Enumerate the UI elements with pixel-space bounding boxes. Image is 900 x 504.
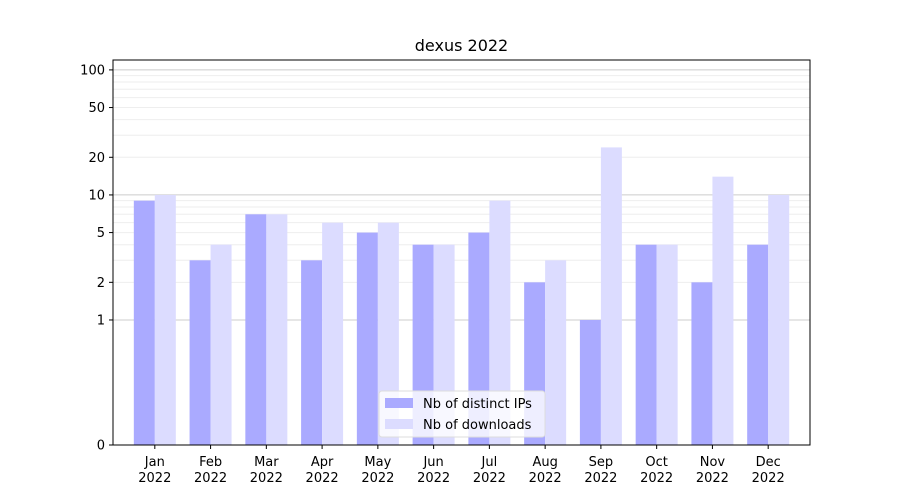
x-tick-label: Feb 2022: [194, 455, 227, 486]
bar-downloads: [377, 222, 399, 445]
bar-ips: [635, 244, 657, 445]
y-tick-label: 20: [88, 151, 105, 166]
bar-ips: [133, 200, 155, 445]
x-tick-label: Oct 2022: [640, 455, 673, 486]
legend-label: Nb of downloads: [423, 418, 532, 433]
grid-lines: [113, 69, 810, 321]
legend-label: Nb of distinct IPs: [423, 397, 532, 412]
bar-downloads: [154, 194, 176, 445]
bar-downloads: [489, 200, 511, 445]
x-tick-label: Jul 2022: [473, 455, 506, 486]
x-tick-label: Jun 2022: [417, 455, 450, 486]
bar-ips: [189, 260, 211, 445]
bar-ips: [245, 214, 267, 445]
y-tick-label: 100: [80, 63, 105, 78]
bar-downloads: [545, 260, 567, 445]
legend-box: [378, 390, 546, 438]
y-tick-label: 1: [97, 313, 105, 328]
plot-frame: [112, 59, 811, 446]
x-tick-label: May 2022: [361, 455, 394, 486]
x-axis: Jan 2022 Feb 2022 Mar 2022 Apr 2022 May 2022 Jun 20…: [138, 445, 785, 486]
legend: Nb of distinct IPs Nb of downloads: [378, 390, 546, 438]
legend-swatch: [385, 419, 413, 429]
bar-downloads: [210, 244, 232, 445]
y-axis: 0 1 2 5 10 20 50 100: [80, 63, 113, 454]
x-tick-label: Mar 2022: [250, 455, 283, 486]
y-tick-label: 50: [88, 101, 105, 116]
bar-downloads: [656, 244, 678, 445]
x-tick-label: Jan 2022: [138, 455, 171, 486]
y-tick-label: 0: [97, 439, 105, 454]
x-tick-label: Apr 2022: [306, 455, 339, 486]
bar-downloads: [712, 176, 734, 445]
y-tick-label: 5: [97, 226, 105, 241]
bar-downloads: [322, 222, 344, 445]
chart-title: dexus 2022: [415, 36, 508, 55]
x-tick-label: Nov 2022: [696, 455, 729, 486]
bar-ips: [356, 232, 378, 445]
bar-ips: [579, 319, 601, 445]
y-tick-label: 2: [97, 276, 105, 291]
x-tick-label: Dec 2022: [752, 455, 785, 486]
bar-downloads: [600, 147, 622, 446]
x-tick-label: Aug 2022: [529, 455, 562, 486]
bar-ips: [301, 260, 323, 445]
x-tick-label: Sep 2022: [584, 455, 617, 486]
bar-downloads: [768, 194, 790, 445]
legend-swatch: [385, 398, 413, 408]
bar-ips: [747, 244, 769, 445]
y-tick-label: 10: [88, 188, 105, 203]
bar-ips: [691, 282, 713, 445]
bar-downloads: [266, 214, 288, 445]
